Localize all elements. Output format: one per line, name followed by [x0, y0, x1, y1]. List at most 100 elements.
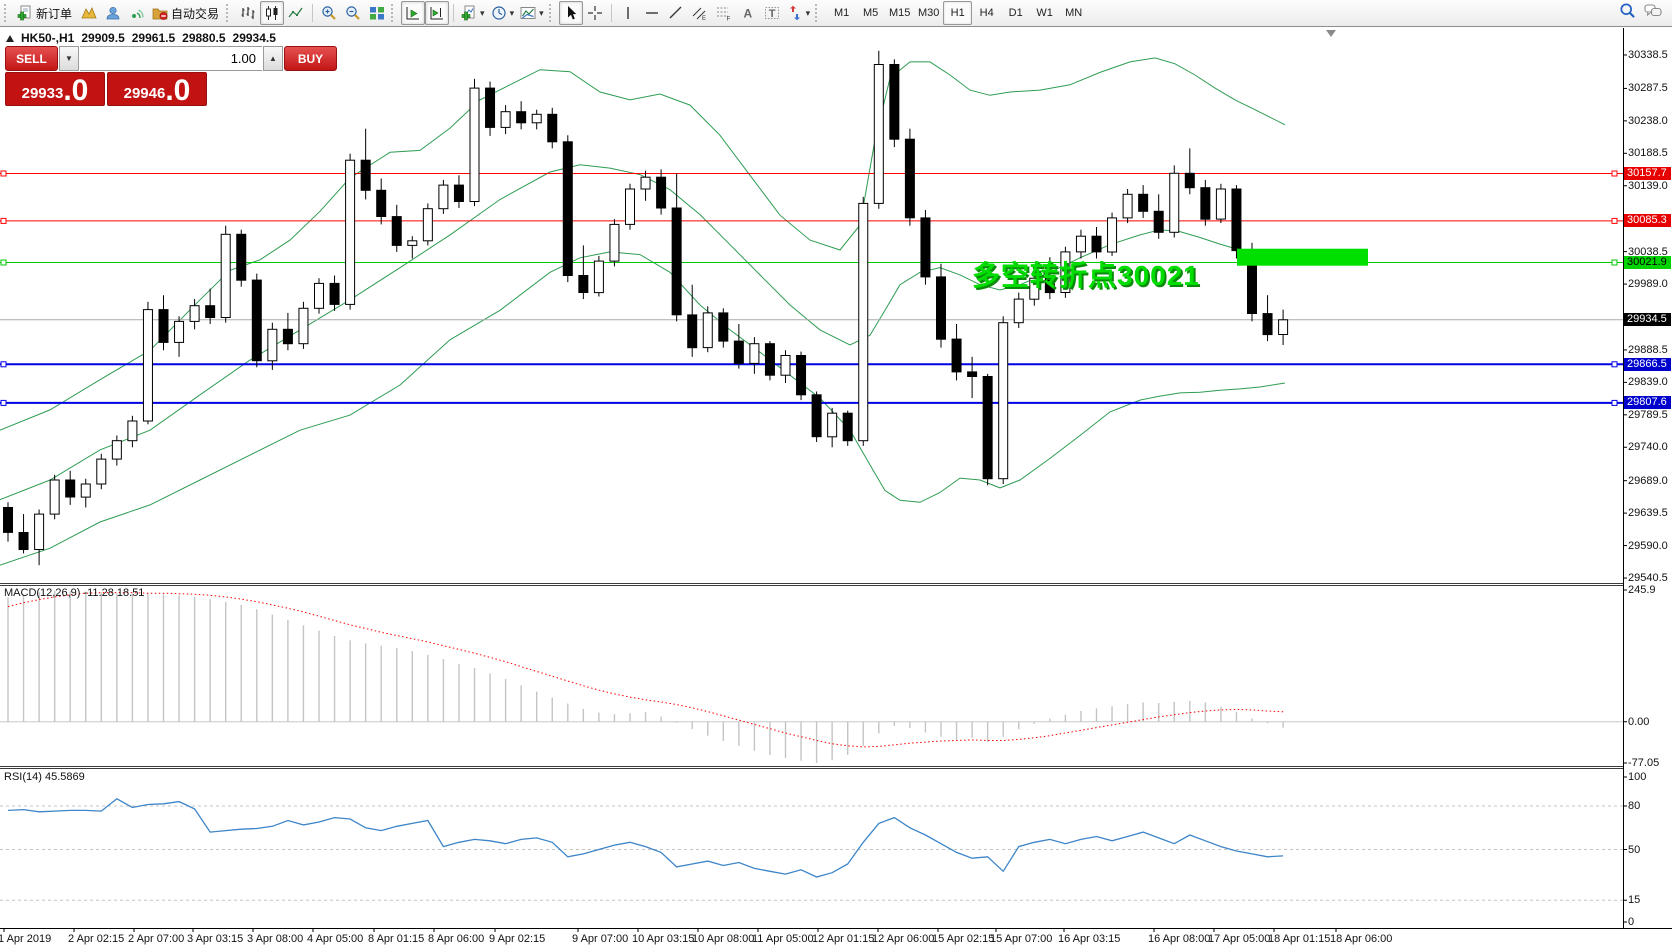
chevron-down-icon: ▾ [480, 7, 485, 18]
chart-annotation-text[interactable]: 多空转折点30021 [972, 260, 1200, 291]
macd-pane[interactable] [0, 583, 1623, 766]
price-tick-label: 29888.5 [1628, 343, 1668, 356]
templates-button[interactable]: ▾ [517, 1, 547, 25]
candle [1107, 217, 1118, 253]
line-handle[interactable] [1611, 170, 1618, 177]
chevron-down-icon: ▾ [509, 7, 515, 18]
toolbar-grip[interactable] [391, 4, 397, 22]
timeframe-button-M1[interactable]: M1 [834, 7, 850, 19]
horizontal-line-button[interactable] [640, 1, 664, 25]
volume-input[interactable] [80, 46, 262, 71]
zoom-out-button[interactable] [341, 1, 365, 25]
rsi-pane[interactable] [0, 766, 1623, 928]
candle [267, 328, 278, 362]
cursor-button[interactable] [558, 1, 583, 25]
candle [438, 184, 449, 210]
line-handle[interactable] [0, 399, 7, 406]
candlestick-chart-button[interactable] [260, 1, 285, 25]
line-price-label: 30021.9 [1624, 255, 1671, 269]
candle [298, 307, 309, 345]
timeframe-button-W1[interactable]: W1 [1036, 7, 1053, 19]
bollinger-middle-band[interactable] [0, 164, 1286, 501]
timeframe-button-H1[interactable]: H1 [943, 1, 973, 25]
bar-chart-button[interactable] [236, 1, 260, 25]
arrows-button[interactable]: ▾ [784, 1, 814, 25]
candle [345, 159, 356, 305]
time-axis-label: 8 Apr 06:00 [428, 933, 485, 945]
tile-windows-button[interactable] [365, 1, 389, 25]
line-chart-button[interactable] [284, 1, 308, 25]
new-order-button[interactable]: 新订单 [14, 1, 77, 25]
trendline-button[interactable] [664, 1, 688, 25]
time-axis-label: 16 Apr 03:15 [1058, 933, 1121, 945]
toolbar-grip[interactable] [548, 4, 555, 22]
highlight-rectangle-object[interactable] [1237, 248, 1368, 266]
candle [3, 507, 13, 533]
auto-scroll-button[interactable] [401, 1, 426, 25]
line-handle[interactable] [0, 361, 7, 368]
toolbar-grip[interactable] [226, 4, 232, 22]
candle [65, 479, 76, 498]
collapse-panel-icon[interactable] [6, 34, 14, 42]
toolbar: 新订单 自动交易 [0, 0, 1672, 27]
line-handle[interactable] [0, 170, 7, 177]
sell-price: 29933 [21, 85, 64, 102]
line-handle[interactable] [0, 217, 7, 224]
fibonacci-button[interactable]: F [712, 1, 736, 25]
candle [407, 240, 418, 246]
candle [485, 87, 496, 128]
candle [1091, 235, 1102, 253]
line-handle[interactable] [1611, 217, 1618, 224]
volume-decrease-button[interactable]: ▼ [59, 46, 79, 71]
candle [780, 355, 791, 376]
chat-icon[interactable] [1644, 2, 1662, 24]
candle [982, 376, 993, 480]
line-handle[interactable] [0, 259, 7, 266]
volume-increase-button[interactable]: ▲ [263, 46, 283, 71]
toolbar-grip[interactable] [4, 4, 10, 22]
buy-price-box[interactable]: 29946.0 [107, 72, 207, 106]
line-handle[interactable] [1611, 399, 1618, 406]
candle [671, 207, 682, 316]
line-handle[interactable] [1611, 259, 1618, 266]
indicators-button[interactable]: ▾ [458, 1, 488, 25]
time-axis-label: 1 Apr 2019 [0, 933, 52, 945]
sell-button[interactable]: SELL [5, 46, 58, 71]
timeframe-button-M30[interactable]: M30 [917, 7, 940, 19]
sell-price-box[interactable]: 29933.0 [5, 72, 105, 106]
channel-button[interactable]: E [688, 1, 712, 25]
current-price-label: 29934.5 [1624, 313, 1671, 327]
search-icon[interactable] [1619, 2, 1636, 24]
toolbar-grip[interactable] [815, 4, 821, 22]
text-label-button[interactable]: T [760, 1, 784, 25]
timeframe-button-D1[interactable]: D1 [1008, 7, 1023, 19]
chart-shift-marker[interactable] [1326, 30, 1336, 37]
chart-shift-button[interactable] [425, 1, 450, 25]
signals-button[interactable] [125, 1, 149, 25]
timeframe-button-MN[interactable]: MN [1065, 7, 1083, 19]
timeframe-button-M5[interactable]: M5 [863, 7, 879, 19]
zoom-in-button[interactable] [317, 1, 341, 25]
periods-button[interactable]: ▾ [488, 1, 518, 25]
bollinger-upper-band[interactable] [0, 57, 1286, 431]
crosshair-button[interactable] [583, 1, 607, 25]
timeframe-button-M15[interactable]: M15 [888, 7, 911, 19]
rsi-tick-label: 80 [1628, 800, 1641, 812]
ohlc-low: 29880.5 [182, 31, 226, 45]
new-order-label: 新订单 [36, 6, 73, 21]
zoom-in-icon [321, 5, 337, 21]
main-chart-pane[interactable] [0, 28, 1623, 583]
buy-button[interactable]: BUY [284, 46, 337, 71]
price-tick-label: 30338.5 [1628, 49, 1668, 61]
candle [967, 371, 978, 377]
timeframe-button-H4[interactable]: H4 [979, 7, 994, 19]
community-button[interactable] [101, 1, 125, 25]
tile-windows-icon [369, 5, 385, 21]
autotrading-button[interactable]: 自动交易 [149, 1, 224, 25]
line-handle[interactable] [1611, 361, 1618, 368]
text-button[interactable]: A [736, 1, 760, 25]
profiles-button[interactable] [77, 1, 101, 25]
vertical-line-button[interactable] [616, 1, 640, 25]
signals-icon [129, 5, 145, 21]
